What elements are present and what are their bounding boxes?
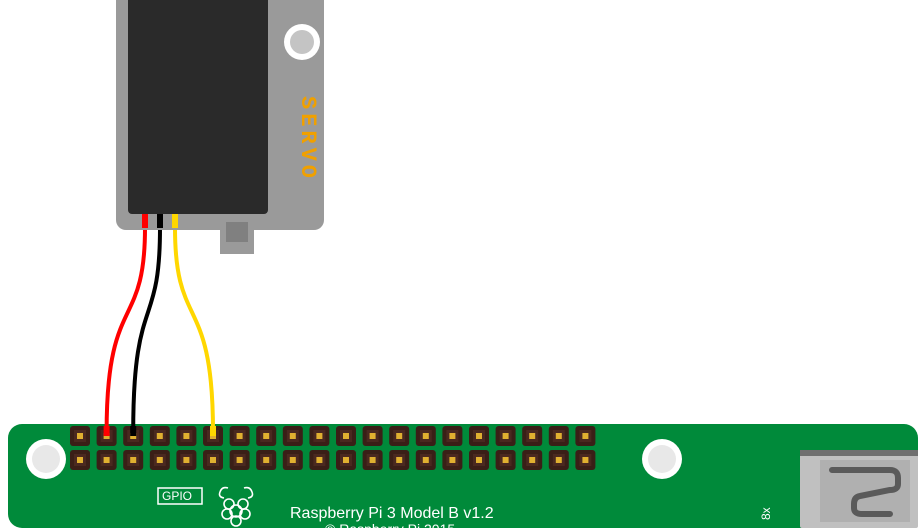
- gpio-pin: [237, 457, 243, 463]
- gpio-pin: [104, 457, 110, 463]
- servo-stub-power: [142, 214, 148, 228]
- gpio-pin: [503, 433, 509, 439]
- wire-plug-signal: [210, 426, 216, 436]
- gpio-pin: [476, 457, 482, 463]
- servo-stub-signal: [172, 214, 178, 228]
- gpio-pin: [476, 433, 482, 439]
- gpio-pin: [529, 457, 535, 463]
- gpio-pin: [396, 433, 402, 439]
- wiring-diagram: GPIO Raspberry Pi 3 Model B v1.2 © Raspb…: [0, 0, 921, 528]
- gpio-pin: [77, 433, 83, 439]
- usb-port-icon: [800, 450, 918, 528]
- gpio-pin: [77, 457, 83, 463]
- gpio-pin: [423, 433, 429, 439]
- gpio-pin: [183, 457, 189, 463]
- gpio-pin: [396, 457, 402, 463]
- gpio-pin: [370, 457, 376, 463]
- mounting-hole-left-inner: [32, 445, 60, 473]
- gpio-pin: [263, 433, 269, 439]
- gpio-pin: [343, 433, 349, 439]
- wire-plug-ground: [130, 426, 136, 436]
- gpio-pin: [316, 457, 322, 463]
- servo-label: SERVO: [295, 96, 320, 182]
- gpio-pin: [556, 457, 562, 463]
- wires: [104, 228, 216, 436]
- gpio-pin: [210, 457, 216, 463]
- servo-stub-ground: [157, 214, 163, 228]
- gpio-pin: [503, 457, 509, 463]
- wire-power: [107, 228, 145, 432]
- wire-ground: [133, 228, 160, 432]
- gpio-pin: [157, 433, 163, 439]
- gpio-pin: [263, 457, 269, 463]
- gpio-pin: [290, 457, 296, 463]
- gpio-pin: [343, 457, 349, 463]
- gpio-pin: [183, 433, 189, 439]
- servo-wire-stubs: [142, 214, 178, 228]
- board-model-label: Raspberry Pi 3 Model B v1.2: [290, 505, 494, 522]
- gpio-pin: [237, 433, 243, 439]
- gpio-pin: [529, 433, 535, 439]
- gpio-label: GPIO: [162, 489, 192, 503]
- servo-mount-hole-inner: [290, 30, 314, 54]
- wire-plug-power: [104, 426, 110, 436]
- gpio-pin: [449, 433, 455, 439]
- board-copyright-label: © Raspberry Pi 2015: [325, 521, 455, 528]
- gpio-pin: [157, 457, 163, 463]
- gpio-pin: [130, 457, 136, 463]
- gpio-pin: [582, 457, 588, 463]
- servo-axle: [226, 222, 248, 242]
- gpio-pin: [370, 433, 376, 439]
- raspberry-pi-board: GPIO Raspberry Pi 3 Model B v1.2 © Raspb…: [8, 424, 918, 528]
- gpio-pin: [423, 457, 429, 463]
- gpio-pin: [449, 457, 455, 463]
- gpio-pin: [316, 433, 322, 439]
- servo-motor: SERVO: [116, 0, 324, 254]
- small-mark-label: 8x: [759, 507, 773, 520]
- gpio-pin: [556, 433, 562, 439]
- servo-body: [128, 0, 268, 214]
- mounting-hole-right-inner: [648, 445, 676, 473]
- gpio-pin: [290, 433, 296, 439]
- wire-signal: [175, 228, 213, 432]
- gpio-pin: [582, 433, 588, 439]
